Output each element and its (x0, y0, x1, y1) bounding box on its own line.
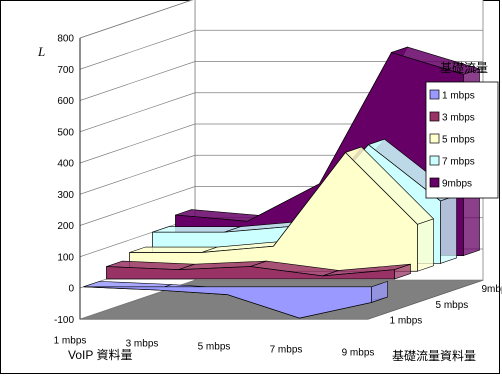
y-tick-800: 800 (57, 34, 74, 45)
depth-tick-5-mbps: 5 mbps (436, 300, 469, 311)
gridline-100 (79, 279, 483, 320)
y-axis-title: L (37, 44, 45, 59)
ribbon-end-3-mbps (394, 263, 411, 280)
legend-label-5-mbps: 5 mbps (442, 135, 475, 146)
gridline-700 (79, 29, 483, 70)
x-tick-3-mbps: 3 mbps (126, 338, 159, 349)
ribbon-end-5-mbps (417, 218, 434, 272)
x-tick-5-mbps: 5 mbps (198, 341, 231, 352)
legend-swatch-3-mbps (429, 111, 440, 122)
legend-label-7-mbps: 7 mbps (442, 157, 475, 168)
y-tick-400: 400 (57, 159, 74, 170)
ribbon-end-7-mbps (440, 195, 457, 264)
y-tick-500: 500 (57, 127, 74, 138)
legend-swatch-5-mbps (429, 133, 440, 144)
y-axis-ticks: -100 0 100 200 300 400 500 600 700 800 (54, 34, 74, 326)
series-1-mbps (83, 280, 388, 319)
gridline-800 (79, 0, 194, 39)
x-tick-9-mbps: 9 mbps (342, 347, 375, 358)
y-tick-600: 600 (57, 96, 74, 107)
y-tick-200: 200 (57, 221, 74, 232)
depth-axis-ticks: 1 mbps 5 mbps 9mbps (390, 284, 502, 326)
y-tick-700: 700 (57, 65, 74, 76)
y-tick-300: 300 (57, 190, 74, 201)
x-tick-7-mbps: 7 mbps (270, 344, 303, 355)
legend-swatch-9mbps (429, 177, 440, 188)
series-5-mbps (129, 146, 435, 272)
depth-tick-1-mbps: 1 mbps (390, 315, 423, 326)
legend-swatch-1-mbps (429, 89, 440, 100)
y-tick-100: -100 (54, 315, 74, 326)
x-axis-title: VoIP 資料量 (68, 348, 132, 362)
depth-tick-9mbps: 9mbps (482, 284, 502, 295)
depth-axis-title: 基礎流量資料量 (392, 349, 476, 363)
x-axis-ticks: 1 mbps 3 mbps 5 mbps 7 mbps 9 mbps (54, 335, 375, 358)
legend-label-9mbps: 9mbps (442, 179, 472, 190)
ribbon-end-1-mbps (371, 280, 388, 303)
legend-title: 基礎流量 (440, 61, 488, 75)
y-tick-0: 0 (68, 284, 74, 295)
series-3-mbps (106, 260, 411, 280)
legend-label-3-mbps: 3 mbps (442, 113, 475, 124)
legend: 1 mbps 3 mbps 5 mbps 7 mbps 9mbps (425, 81, 499, 199)
x-tick-1-mbps: 1 mbps (54, 335, 87, 346)
legend-label-1-mbps: 1 mbps (442, 91, 475, 102)
y-tick-100: 100 (57, 252, 74, 263)
legend-swatch-7-mbps (429, 155, 440, 166)
